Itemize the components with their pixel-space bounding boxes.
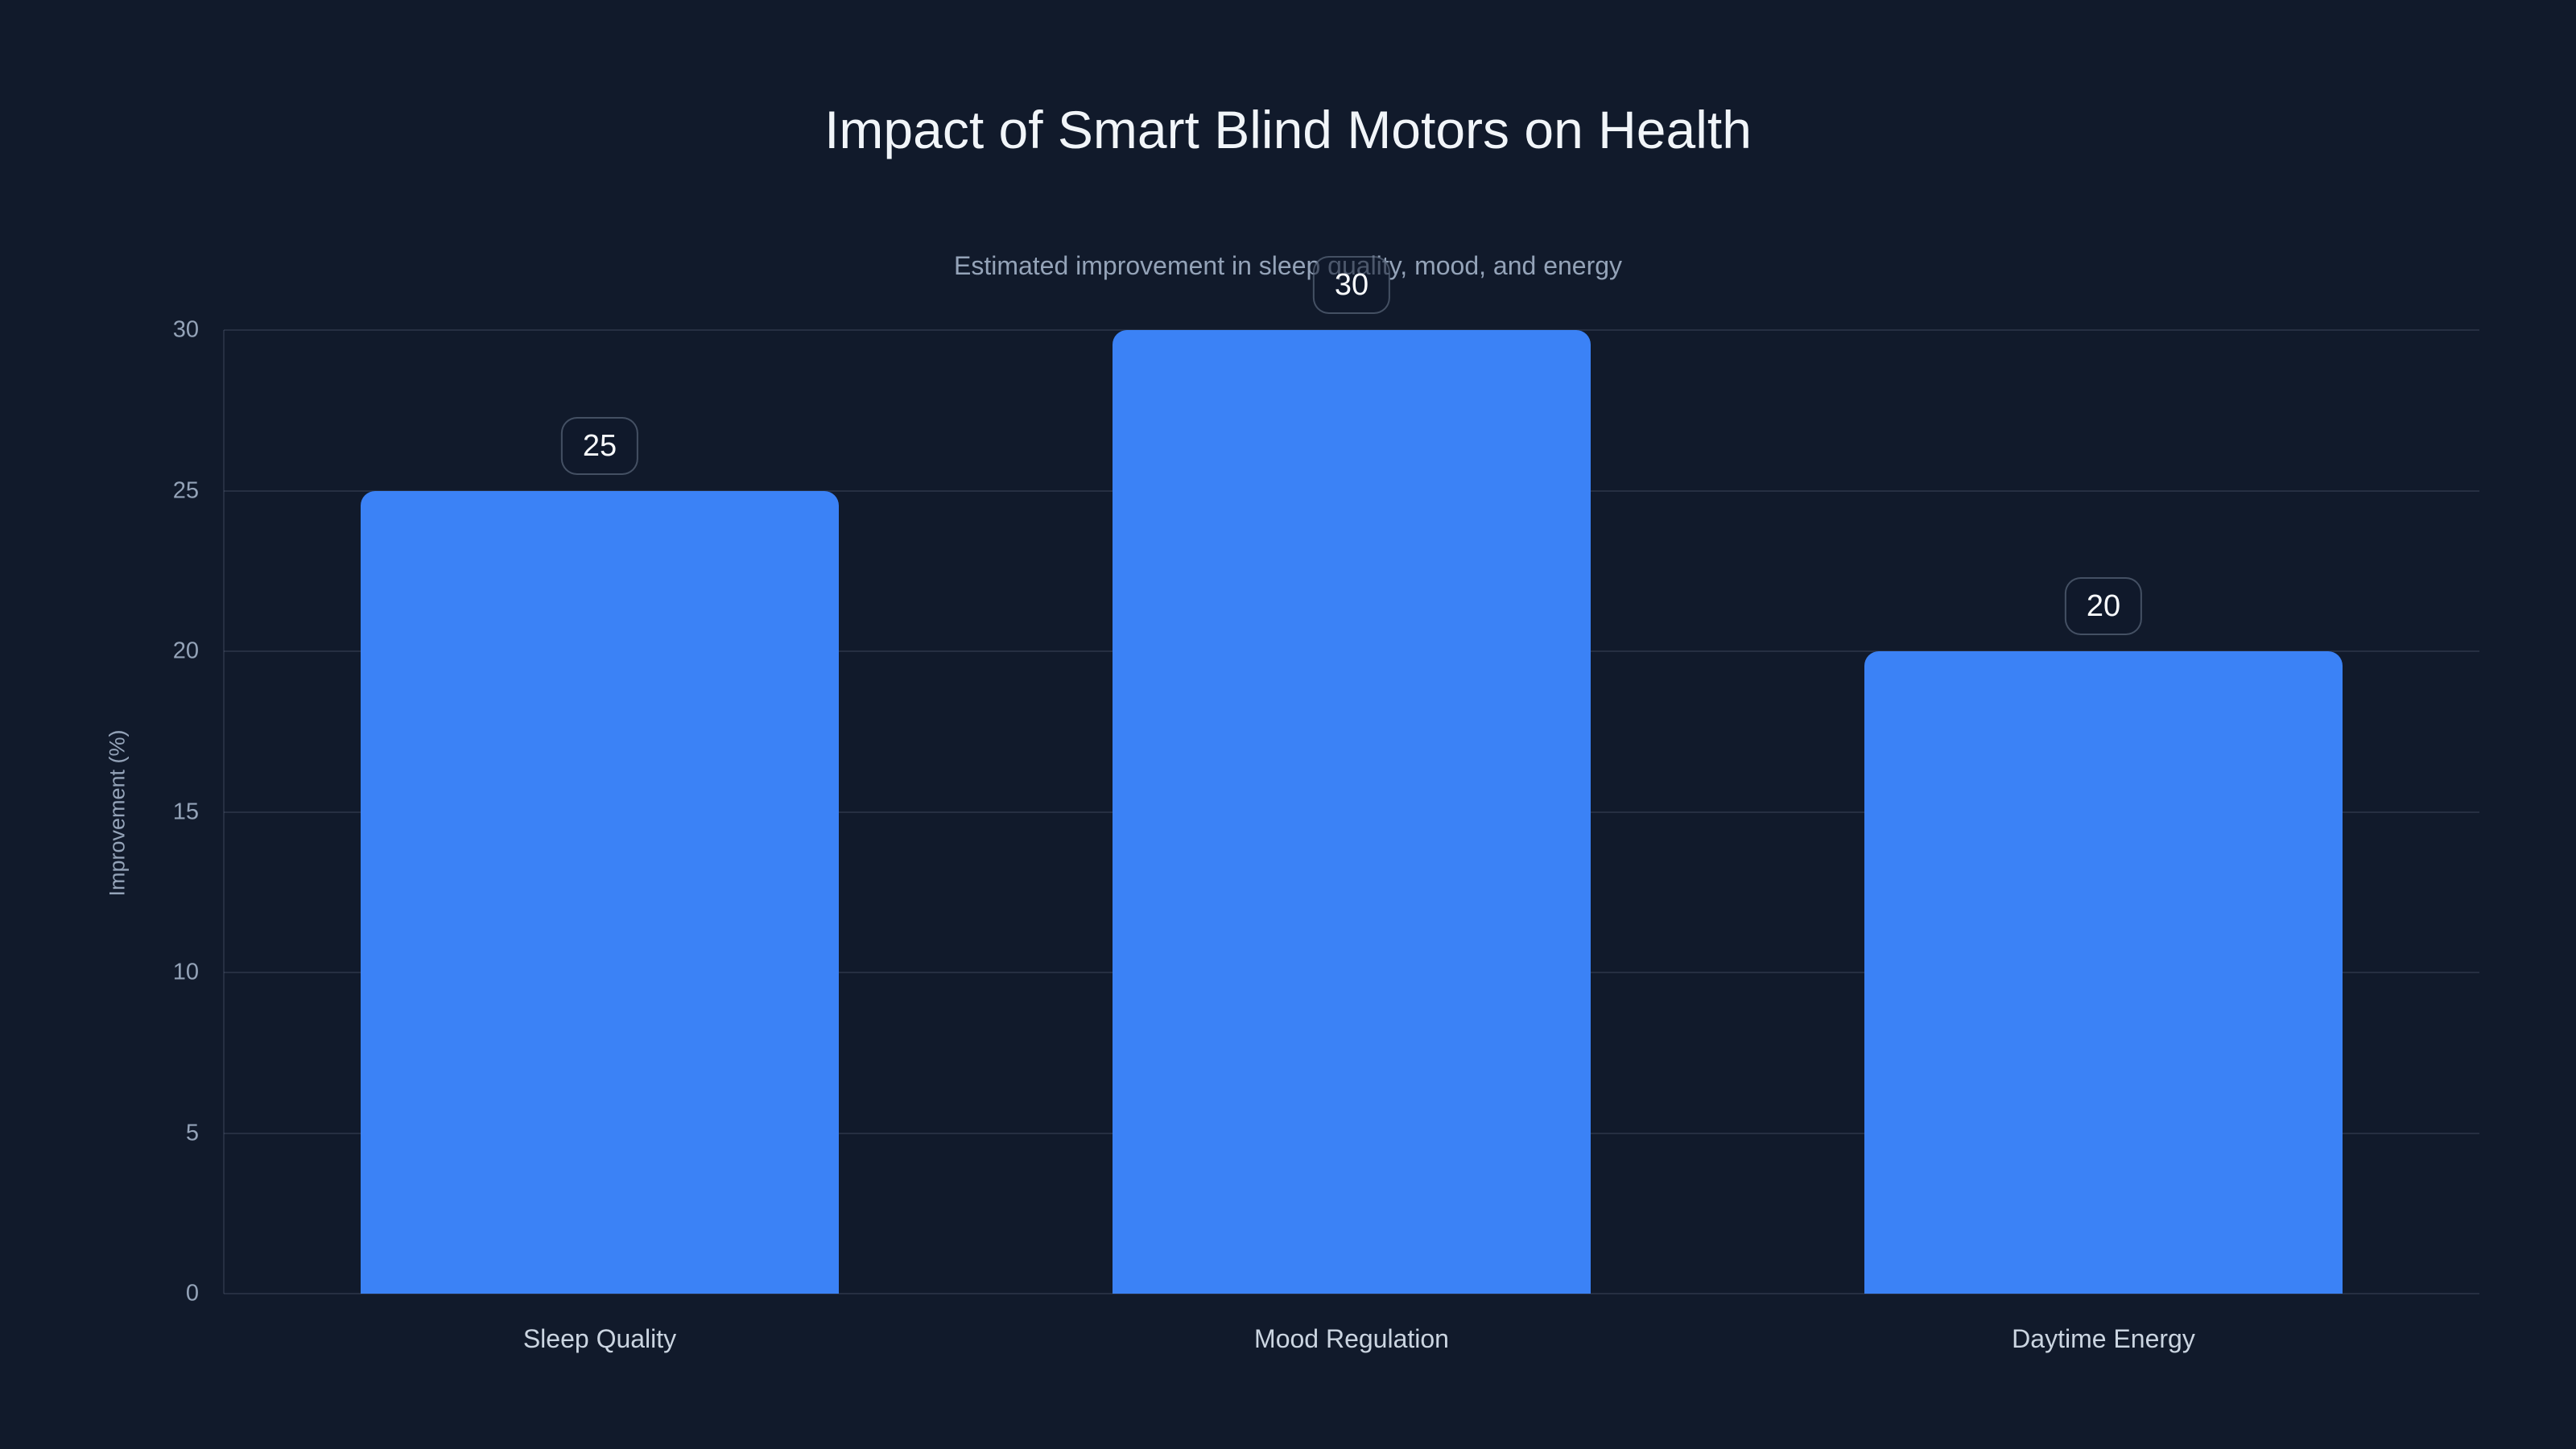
x-tick-label-sleep-quality: Sleep Quality xyxy=(522,1324,677,1353)
bar-daytime-energy[interactable] xyxy=(1864,651,2343,1294)
y-axis-line xyxy=(223,330,225,1294)
y-tick-label-10: 10 xyxy=(172,959,199,985)
y-tick-label-15: 15 xyxy=(172,799,199,824)
gridline-0 xyxy=(224,1293,2479,1294)
x-tick-label-daytime-energy: Daytime Energy xyxy=(2012,1324,2195,1353)
y-tick-label-20: 20 xyxy=(172,638,199,664)
chart-title: Impact of Smart Blind Motors on Health xyxy=(824,100,1752,159)
value-badge-sleep-quality: 25 xyxy=(560,416,639,475)
y-tick-label-30: 30 xyxy=(172,316,199,343)
value-badge-mood-regulation: 30 xyxy=(1312,256,1391,314)
value-badge-daytime-energy: 20 xyxy=(2064,577,2143,635)
y-tick-label-0: 0 xyxy=(185,1280,199,1307)
bar-sleep-quality[interactable] xyxy=(361,490,839,1294)
y-tick-label-5: 5 xyxy=(185,1120,199,1146)
bar-mood-regulation[interactable] xyxy=(1113,330,1591,1294)
y-tick-label-25: 25 xyxy=(172,477,199,503)
x-tick-label-mood-regulation: Mood Regulation xyxy=(1254,1324,1449,1353)
chart-subtitle: Estimated improvement in sleep quality, … xyxy=(953,251,1623,280)
